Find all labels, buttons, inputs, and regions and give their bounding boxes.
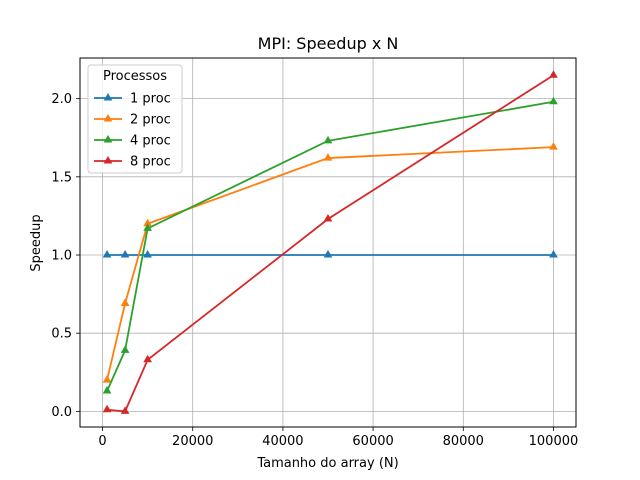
data-point (549, 142, 558, 150)
series-1-proc (102, 250, 558, 258)
x-tick-label: 20000 (172, 434, 213, 449)
series-8-proc (102, 70, 558, 414)
data-point (120, 250, 130, 258)
x-tick-label: 60000 (352, 434, 393, 449)
data-point (549, 96, 558, 105)
y-tick-label: 0.5 (51, 327, 72, 342)
legend-entry: 4 proc (94, 134, 171, 149)
x-tick-label: 0 (98, 434, 106, 449)
data-point (323, 153, 333, 161)
x-tick-label: 80000 (443, 434, 484, 449)
y-axis-ticks: 0.0 0.5 1.0 1.5 2.0 (51, 92, 80, 420)
legend: Processos 1 proc 2 proc 4 proc 8 proc (87, 64, 183, 174)
plot-frame (79, 57, 577, 428)
data-point (120, 406, 130, 414)
legend-entry: 2 proc (94, 113, 171, 128)
y-tick-label: 1.0 (51, 249, 72, 264)
y-tick-label: 0.0 (51, 405, 72, 420)
legend-entry: 8 proc (94, 155, 171, 170)
legend-title: Processos (103, 69, 167, 84)
data-point (549, 250, 558, 258)
data-point (549, 70, 558, 78)
data-point (120, 298, 130, 306)
y-axis-label: Speedup (29, 214, 44, 271)
series-layer (102, 70, 558, 414)
data-point (120, 345, 130, 353)
y-tick-label: 1.5 (51, 170, 72, 185)
data-point (143, 354, 152, 363)
x-axis-ticks: 0 20000 40000 60000 80000 100000 (98, 427, 578, 449)
data-point (102, 250, 112, 258)
chart-title: MPI: Speedup x N (258, 34, 399, 53)
data-point (102, 386, 112, 394)
legend-marker (103, 93, 113, 101)
legend-marker (103, 135, 113, 143)
legend-marker (103, 114, 113, 122)
legend-box (87, 64, 183, 174)
legend-label: 2 proc (130, 113, 171, 128)
x-axis-label: Tamanho do array (N) (256, 456, 398, 471)
series-4-proc (102, 96, 558, 394)
legend-label: 8 proc (130, 155, 171, 170)
data-point (102, 375, 112, 383)
x-tick-label: 40000 (262, 434, 303, 449)
y-tick-label: 2.0 (51, 92, 72, 107)
data-point (323, 135, 333, 144)
data-point (143, 250, 152, 258)
legend-label: 1 proc (130, 92, 171, 107)
legend-entry: 1 proc (94, 92, 171, 107)
data-point (143, 218, 152, 227)
data-point (143, 223, 152, 231)
data-point (323, 250, 333, 258)
x-tick-label: 100000 (529, 434, 579, 449)
legend-marker (103, 156, 113, 164)
data-point (323, 214, 333, 222)
data-point (102, 404, 112, 413)
legend-label: 4 proc (130, 134, 171, 149)
